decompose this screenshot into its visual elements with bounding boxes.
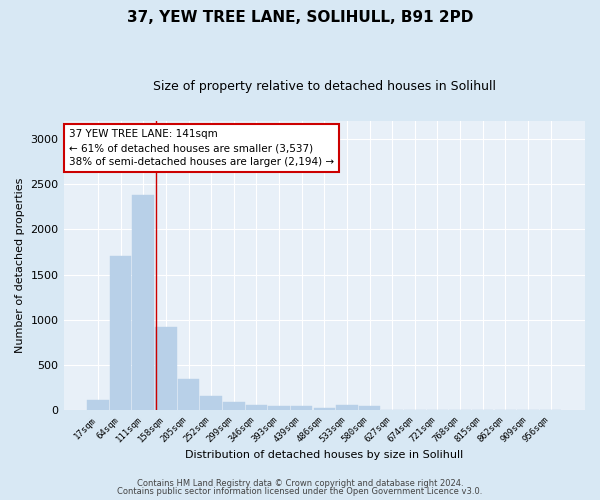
Bar (178, 378, 199, 410)
Bar (268, 406, 290, 410)
Bar (110, 256, 131, 410)
Title: Size of property relative to detached houses in Solihull: Size of property relative to detached ho… (153, 80, 496, 93)
X-axis label: Distribution of detached houses by size in Solihull: Distribution of detached houses by size … (185, 450, 463, 460)
Bar (245, 406, 267, 410)
Bar (291, 406, 313, 410)
Text: Contains HM Land Registry data © Crown copyright and database right 2024.: Contains HM Land Registry data © Crown c… (137, 478, 463, 488)
Bar (200, 396, 222, 410)
Bar (155, 327, 176, 410)
Text: 37 YEW TREE LANE: 141sqm
← 61% of detached houses are smaller (3,537)
38% of sem: 37 YEW TREE LANE: 141sqm ← 61% of detach… (69, 130, 334, 168)
Y-axis label: Number of detached properties: Number of detached properties (15, 178, 25, 353)
Bar (87, 400, 109, 410)
Bar (359, 406, 380, 410)
Text: Contains public sector information licensed under the Open Government Licence v3: Contains public sector information licen… (118, 487, 482, 496)
Bar (336, 406, 358, 410)
Bar (223, 402, 245, 410)
Text: 37, YEW TREE LANE, SOLIHULL, B91 2PD: 37, YEW TREE LANE, SOLIHULL, B91 2PD (127, 10, 473, 25)
Bar (314, 408, 335, 410)
Bar (133, 195, 154, 410)
